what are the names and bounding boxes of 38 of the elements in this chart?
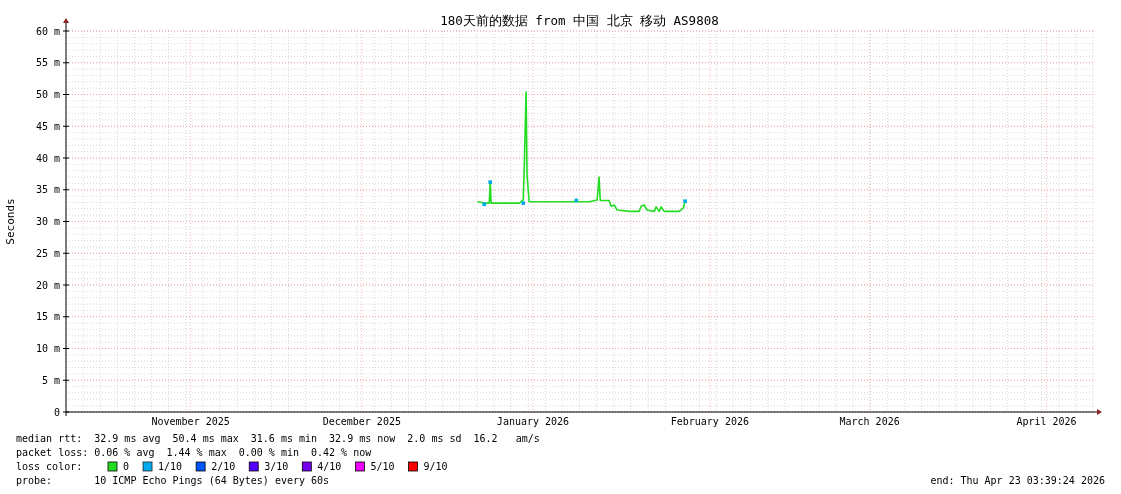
- y-tick-label: 35 m: [35, 184, 60, 196]
- legend-label: 1/10: [158, 461, 183, 472]
- text: packet loss: 0.06 % avg 1.44 % max 0.00 % min 0.42 % now: [16, 447, 373, 458]
- x-tick-label: November 2025: [151, 416, 230, 427]
- y-axis-title: Seconds: [4, 198, 17, 245]
- y-tick-label: 5 m: [41, 374, 60, 386]
- legend-label: 2/10: [211, 461, 236, 472]
- y-tick-label: 40 m: [35, 152, 60, 164]
- y-tick-label: 55 m: [35, 57, 60, 69]
- chart-title: 180天前的数据 from 中国 北京 移动 AS9808: [440, 13, 719, 28]
- x-tick-label: February 2026: [670, 416, 749, 427]
- point: [683, 199, 687, 203]
- y-tick-label: 45 m: [35, 120, 60, 132]
- y-tick-label: 15 m: [35, 311, 60, 323]
- x-tick-label: January 2026: [496, 416, 570, 427]
- point: [574, 198, 579, 203]
- y-tick-label: 30 m: [35, 216, 60, 227]
- x-tick-label: March 2026: [839, 416, 900, 427]
- y-tick-label: 10 m: [35, 343, 60, 354]
- legend-label: 9/10: [423, 461, 448, 472]
- legend-label: 4/10: [317, 461, 342, 472]
- y-tick-label: 60 m: [35, 25, 60, 37]
- y-tick-label: 0: [53, 406, 60, 418]
- text: median rtt: 32.9 ms avg 50.4 ms max 31.6 ms min 32.9 ms now 2.0 ms sd 16.2 am/s: [16, 433, 540, 444]
- point: [482, 202, 487, 207]
- y-tick-label: 50 m: [35, 89, 60, 100]
- text: probe: 10 ICMP Echo Pings (64 Bytes) every 60s: [16, 475, 330, 486]
- text: end: Thu Apr 23 03:39:24 2026: [930, 475, 1105, 486]
- x-tick-label: December 2025: [322, 416, 401, 427]
- legend-label: 3/10: [264, 461, 289, 472]
- point: [488, 180, 492, 184]
- legend-label: 0: [123, 461, 130, 472]
- point: [521, 201, 526, 205]
- legend-label: 5/10: [370, 461, 395, 472]
- y-tick-label: 20 m: [35, 279, 60, 291]
- legend-title: loss color:: [16, 461, 83, 472]
- y-tick-label: 25 m: [35, 247, 60, 259]
- x-tick-label: April 2026: [1016, 416, 1077, 427]
